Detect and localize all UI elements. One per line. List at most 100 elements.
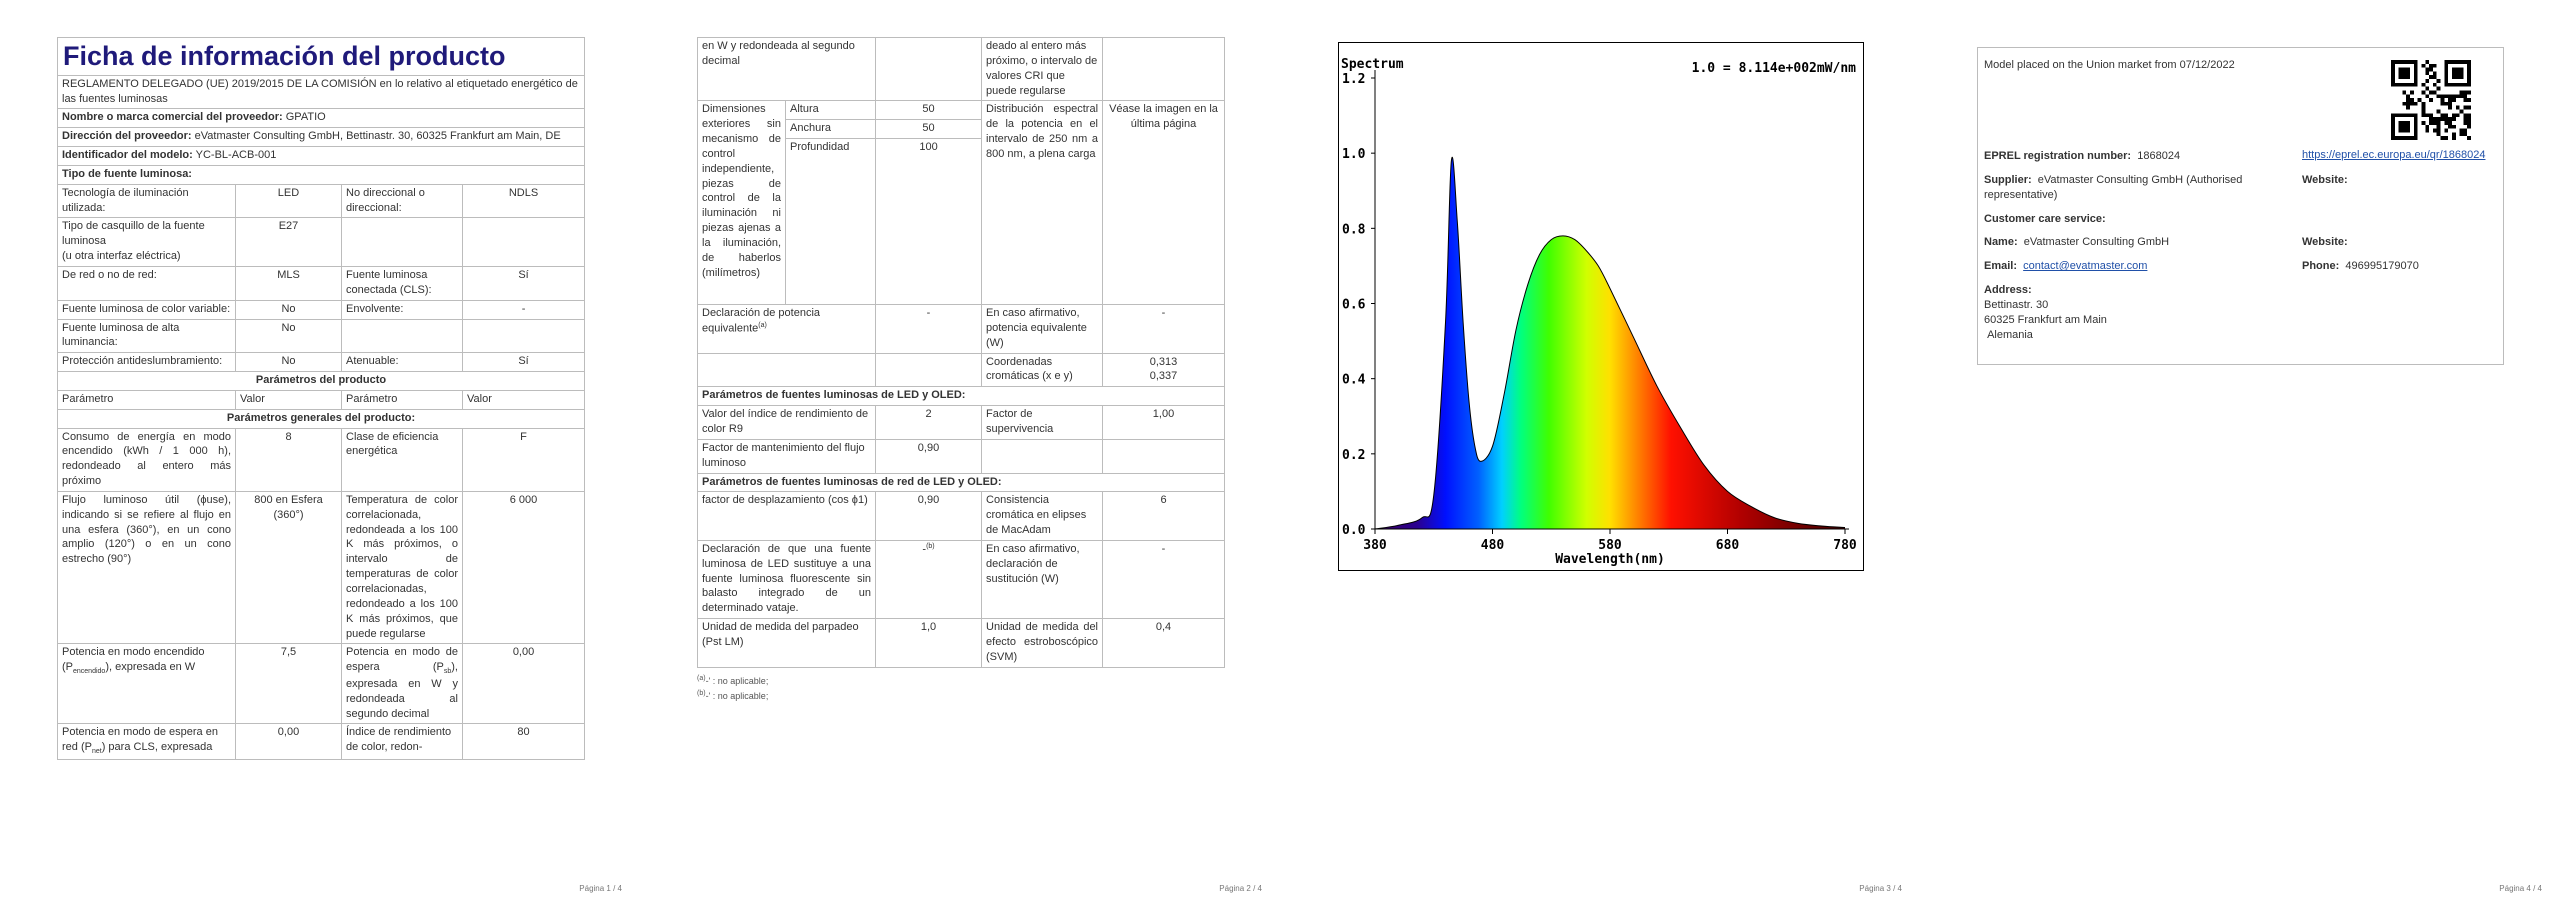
qr-module bbox=[2455, 94, 2460, 99]
params-header: Parámetros del producto bbox=[56, 371, 586, 391]
dimmable-label: Atenuable: bbox=[341, 352, 463, 373]
qr-module bbox=[2406, 124, 2411, 129]
qr-module bbox=[2444, 113, 2449, 118]
eprel-row: EPREL registration number: 1868024 bbox=[1980, 148, 2298, 166]
care-email-link[interactable]: contact@evatmaster.com bbox=[2023, 260, 2148, 273]
qr-module bbox=[2451, 75, 2456, 80]
strobo-label: Unidad de medida del efecto estroboscópi… bbox=[981, 618, 1104, 668]
qr-module bbox=[2402, 90, 2407, 95]
qr-module bbox=[2459, 90, 2464, 95]
care-email-row: Email: contact@evatmaster.com bbox=[1980, 252, 2298, 276]
footnote-b: (b)-' : no aplicable; bbox=[697, 688, 768, 703]
contact-table: EPREL registration number: 1868024 https… bbox=[1980, 148, 2500, 344]
qr-module bbox=[2459, 109, 2464, 114]
qr-module bbox=[2413, 113, 2418, 118]
footnote-a: (a)-' : no aplicable; bbox=[697, 673, 768, 688]
qr-module bbox=[2459, 132, 2464, 137]
chart-axes: 380 480 580 680 780 0.0 0.2 0.4 0.6 0.8 1.0 1.2 bbox=[1342, 70, 1857, 553]
qr-module bbox=[2398, 128, 2403, 133]
survival-value: 1,00 bbox=[1102, 405, 1226, 440]
footnote-a-text: -' : no aplicable; bbox=[705, 676, 769, 686]
qr-module bbox=[2455, 82, 2460, 87]
qr-module bbox=[2406, 128, 2411, 133]
qr-module bbox=[2413, 82, 2418, 87]
col-param-header: Parámetro bbox=[57, 389, 236, 410]
col-value-header: Valor bbox=[235, 389, 342, 410]
qr-module bbox=[2432, 90, 2437, 95]
y-tick-label: 0.0 bbox=[1342, 523, 1366, 538]
qr-module bbox=[2455, 75, 2460, 80]
qr-module bbox=[2451, 98, 2456, 102]
chroma-value: 0,313 0,337 bbox=[1102, 352, 1226, 388]
x-tick-label: 780 bbox=[1833, 538, 1857, 553]
supplier-label: Supplier: bbox=[1984, 173, 2032, 186]
net-standby-label-post: ) para CLS, expresada bbox=[101, 741, 213, 754]
qr-module bbox=[2436, 86, 2441, 91]
chart-scale-text: 1.0 = 8.114e+002mW/nm bbox=[1692, 61, 1857, 76]
care-address-cell: Address: Bettinastr. 30 60325 Frankfurt … bbox=[1980, 276, 2500, 344]
qr-module bbox=[2391, 124, 2395, 129]
qr-module bbox=[2451, 94, 2456, 99]
supplier-name-label: Nombre o marca comercial del proveedor: bbox=[62, 111, 283, 124]
qr-module bbox=[2413, 120, 2418, 125]
qr-module bbox=[2440, 113, 2445, 118]
care-name-label: Name: bbox=[1984, 236, 2018, 249]
qr-module bbox=[2410, 90, 2414, 95]
qr-module bbox=[2448, 60, 2452, 64]
qr-module bbox=[2448, 101, 2452, 106]
qr-module bbox=[2444, 82, 2449, 87]
qr-module bbox=[2432, 120, 2437, 125]
care-address-line-1: Bettinastr. 30 bbox=[1984, 298, 2049, 311]
qr-module bbox=[2467, 124, 2471, 129]
page-number: Página 2 / 4 bbox=[1219, 884, 1262, 893]
page-2: en W y redondeada al segundo decimal dea… bbox=[640, 0, 1280, 905]
qr-module bbox=[2406, 94, 2411, 99]
spectrum-curve bbox=[1374, 157, 1846, 530]
height-value: 50 bbox=[875, 100, 983, 121]
anti-glare-label: Protección antideslumbramiento: bbox=[57, 352, 236, 373]
qr-module bbox=[2402, 128, 2407, 133]
qr-module bbox=[2413, 136, 2418, 140]
standby-sub: sb bbox=[443, 668, 452, 676]
qr-module bbox=[2413, 67, 2418, 72]
qr-module bbox=[2410, 101, 2414, 106]
net-standby-sub: net bbox=[91, 748, 102, 756]
qr-module bbox=[2467, 136, 2471, 140]
empty-cell bbox=[461, 318, 586, 354]
qr-module bbox=[2391, 63, 2395, 68]
page-3: Spectrum 1.0 = 8.114e+002mW/nm 380 480 580… bbox=[1280, 0, 1920, 905]
qr-module bbox=[2398, 75, 2403, 80]
standby-label: Potencia en modo de espera (Psb), expres… bbox=[341, 643, 463, 725]
qr-module bbox=[2467, 113, 2471, 118]
high-luminance-label: Fuente luminosa de alta luminancia: bbox=[57, 318, 236, 354]
depth-label: Profundidad bbox=[784, 138, 877, 306]
qr-module bbox=[2448, 94, 2452, 99]
qr-module bbox=[2448, 82, 2452, 87]
qr-module bbox=[2406, 71, 2411, 76]
qr-module bbox=[2402, 124, 2407, 129]
qr-module bbox=[2436, 124, 2441, 129]
qr-module bbox=[2402, 67, 2407, 72]
mains-led-params-header: Parámetros de fuentes luminosas de red d… bbox=[696, 472, 1226, 493]
supplier-name: GPATIO bbox=[285, 111, 326, 124]
qr-module bbox=[2451, 82, 2456, 87]
qr-module bbox=[2444, 128, 2449, 133]
displacement-label: factor de desplazamiento (cos ϕ1) bbox=[696, 491, 877, 541]
care-address-label: Address: bbox=[1984, 284, 2032, 297]
non-directional-value: NDLS bbox=[461, 183, 586, 219]
cap-type-value: E27 bbox=[235, 217, 342, 267]
qr-module bbox=[2467, 67, 2471, 72]
chroma-label: Coordenadas cromáticas (x e y) bbox=[981, 352, 1104, 388]
qr-module bbox=[2425, 71, 2430, 76]
qr-module bbox=[2444, 60, 2449, 64]
qr-module bbox=[2406, 113, 2411, 118]
qr-module bbox=[2413, 132, 2418, 137]
eprel-box: Model placed on the Union market from 07… bbox=[1977, 47, 2504, 365]
qr-module bbox=[2455, 60, 2460, 64]
lumen-maint-value: 0,90 bbox=[875, 438, 983, 474]
qr-module bbox=[2463, 60, 2468, 64]
qr-module bbox=[2406, 120, 2411, 125]
qr-module bbox=[2436, 94, 2441, 99]
eprel-link[interactable]: https://eprel.ec.europa.eu/qr/1868024 bbox=[2302, 149, 2486, 161]
height-label: Altura bbox=[784, 100, 877, 121]
